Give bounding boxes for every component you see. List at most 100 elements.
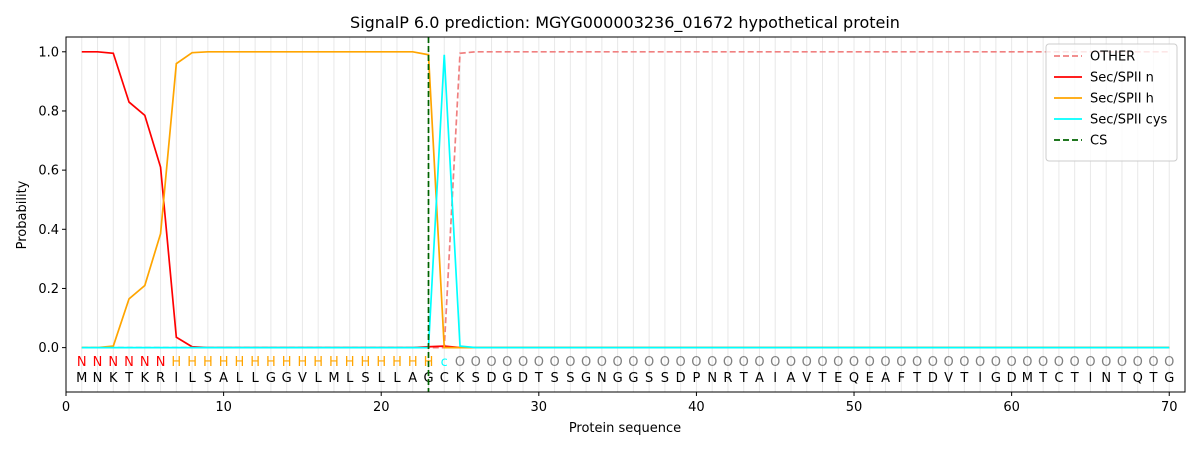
position-label: O [739, 355, 749, 370]
position-label: O [1022, 355, 1032, 370]
residue: G [613, 371, 623, 386]
position-label: O [912, 355, 922, 370]
position-label: N [156, 355, 166, 370]
legend-label: OTHER [1090, 50, 1135, 65]
position-label: H [408, 355, 418, 370]
residue: G [423, 371, 433, 386]
position-label: H [250, 355, 260, 370]
position-label: O [1133, 355, 1143, 370]
position-label: H [266, 355, 276, 370]
x-tick-label: 0 [62, 400, 70, 415]
position-label: O [1164, 355, 1174, 370]
legend-label: Sec/SPII cys [1090, 113, 1168, 128]
position-label: O [518, 355, 528, 370]
residue: R [723, 371, 732, 386]
residue: R [156, 371, 165, 386]
position-label: O [723, 355, 733, 370]
residue: T [1149, 371, 1158, 386]
residue: S [661, 371, 669, 386]
y-tick-label: 1.0 [38, 45, 59, 60]
residue: D [928, 371, 938, 386]
residue: N [93, 371, 103, 386]
residue: F [898, 371, 905, 386]
y-axis-label: Probability [15, 180, 30, 249]
position-label: O [1070, 355, 1080, 370]
residue: S [472, 371, 480, 386]
residue: E [834, 371, 842, 386]
position-label: O [644, 355, 654, 370]
position-label: N [77, 355, 87, 370]
x-tick-label: 20 [373, 400, 390, 415]
position-label: O [1148, 355, 1158, 370]
position-label: O [991, 355, 1001, 370]
position-label: O [880, 355, 890, 370]
residue: T [739, 371, 748, 386]
position-label: N [124, 355, 134, 370]
residue: G [991, 371, 1001, 386]
residue: E [866, 371, 874, 386]
position-label: O [802, 355, 812, 370]
residue: D [518, 371, 528, 386]
legend-box [1045, 43, 1178, 162]
x-tick-label: 70 [1161, 400, 1178, 415]
residue: A [881, 371, 890, 386]
position-label: O [597, 355, 607, 370]
y-tick-label: 0.6 [38, 164, 59, 179]
legend-label: Sec/SPII n [1090, 71, 1154, 86]
residue: T [912, 371, 921, 386]
x-axis-label: Protein sequence [569, 421, 681, 436]
series-line [81, 54, 1170, 349]
residue: I [773, 371, 777, 386]
residue: T [534, 371, 543, 386]
position-label: O [1085, 355, 1095, 370]
residue: M [1022, 371, 1033, 386]
residue: C [1054, 371, 1063, 386]
plot-frame [65, 36, 1186, 393]
residue: T [959, 371, 968, 386]
residue: T [1117, 371, 1126, 386]
residue: M [76, 371, 87, 386]
position-label: O [707, 355, 717, 370]
position-label: O [959, 355, 969, 370]
y-tick-label: 0.8 [38, 104, 59, 119]
position-label: O [676, 355, 686, 370]
position-label: H [171, 355, 181, 370]
position-label: c [441, 355, 448, 370]
position-label: O [896, 355, 906, 370]
position-label: O [943, 355, 953, 370]
residue: T [1038, 371, 1047, 386]
residue: K [456, 371, 465, 386]
position-label: O [471, 355, 481, 370]
position-label: H [282, 355, 292, 370]
position-label: O [502, 355, 512, 370]
position-label: O [1101, 355, 1111, 370]
residue: N [707, 371, 717, 386]
y-tick-label: 0.4 [38, 223, 59, 238]
legend-label: CS [1090, 134, 1107, 149]
residue: G [282, 371, 292, 386]
position-label: H [313, 355, 323, 370]
position-label: O [770, 355, 780, 370]
residue: L [252, 371, 260, 386]
chart-title: SignalP 6.0 prediction: MGYG000003236_01… [350, 13, 900, 33]
x-tick-label: 10 [215, 400, 232, 415]
residue: A [755, 371, 764, 386]
residue: G [628, 371, 638, 386]
residue: K [141, 371, 150, 386]
residue: G [1164, 371, 1174, 386]
position-label: H [203, 355, 213, 370]
position-label: O [549, 355, 559, 370]
residue: N [1101, 371, 1111, 386]
residue: A [219, 371, 228, 386]
y-tick-label: 0.2 [38, 282, 59, 297]
residue: P [693, 371, 701, 386]
position-label: O [613, 355, 623, 370]
y-tick-label: 0.0 [38, 341, 59, 356]
position-label: H [376, 355, 386, 370]
position-label: O [865, 355, 875, 370]
position-label: O [534, 355, 544, 370]
residue: T [818, 371, 827, 386]
residue: L [346, 371, 354, 386]
residue: I [1089, 371, 1093, 386]
